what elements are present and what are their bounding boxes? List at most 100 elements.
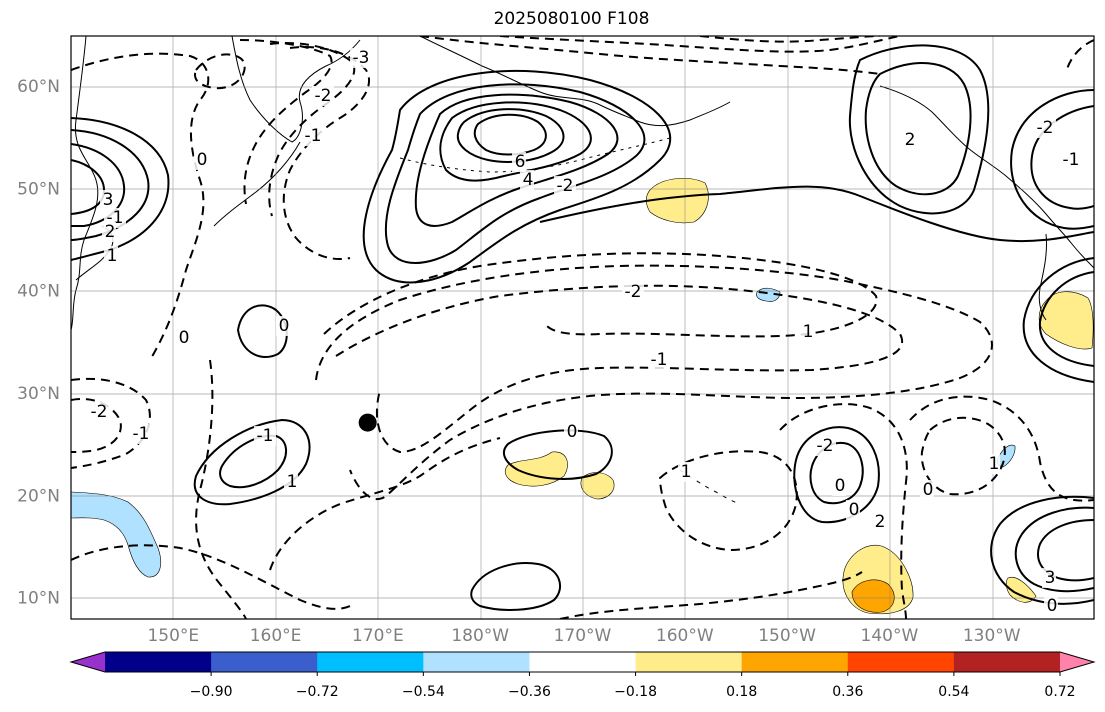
colorbar-extend-high <box>1060 652 1094 672</box>
latitude-label: 50°N <box>17 179 60 199</box>
contour-label-bg <box>872 512 886 532</box>
contour-line <box>456 108 565 163</box>
contour-label-bg <box>832 476 846 496</box>
contour-label: -2 <box>315 86 332 106</box>
colorbar-outline <box>69 651 1096 673</box>
contour-label: -1 <box>651 350 668 370</box>
contour-line <box>193 418 311 506</box>
contour-label-bg <box>100 190 114 210</box>
latitude-label: 30°N <box>17 384 60 404</box>
contour-line <box>1022 257 1094 383</box>
contour-label-bg <box>312 86 334 106</box>
contour-label: 0 <box>279 316 290 336</box>
contour-label: -2 <box>625 282 642 302</box>
contour-line <box>194 53 246 90</box>
colorbar-segment <box>529 652 637 672</box>
contour-label: -3 <box>353 48 370 68</box>
coastline-kamchatka <box>231 36 361 143</box>
contour-line <box>699 36 881 43</box>
contour-line <box>920 416 1006 496</box>
contour-line <box>384 83 646 264</box>
contour-label-bg <box>130 424 152 444</box>
contour-label-bg <box>276 316 290 336</box>
contour-line <box>559 571 863 619</box>
contour-label: 1 <box>287 472 298 492</box>
contour-label-bg <box>1060 150 1082 170</box>
colorbar-tick-label: −0.54 <box>402 684 445 700</box>
contour-label-bg <box>1042 568 1056 588</box>
contour-line <box>1038 271 1094 367</box>
contour-line <box>195 359 247 619</box>
contour-line <box>1030 105 1094 210</box>
contour-label: 2 <box>905 130 916 150</box>
colorbar-segment <box>741 652 849 672</box>
contour-label: 1 <box>107 246 118 266</box>
contour-label: 3 <box>103 190 114 210</box>
contour-label-bg <box>194 150 208 170</box>
contour-label: 0 <box>567 422 578 442</box>
coastline-asia <box>71 36 99 331</box>
longitude-label: 130°W <box>963 626 1021 646</box>
contour-line <box>335 284 903 454</box>
longitude-label: 160°E <box>250 626 302 646</box>
contour-label-bg <box>986 454 1000 474</box>
contour-line <box>71 544 351 610</box>
longitude-label: 170°E <box>352 626 404 646</box>
contour-line <box>1014 506 1094 593</box>
latitude-labels: 10°N 20°N 30°N 40°N 50°N 60°N <box>17 77 60 608</box>
contour-label: 0 <box>179 328 190 348</box>
contour-line <box>71 398 122 453</box>
latitude-label: 40°N <box>17 282 60 302</box>
colorbar-tick-label: 0.18 <box>726 684 757 700</box>
contour-line <box>539 185 1094 243</box>
colorbar-segment <box>105 652 212 672</box>
contour-label-bg <box>622 282 644 302</box>
contour-label-bg <box>814 436 836 456</box>
longitude-label: 140°W <box>861 626 919 646</box>
contour-line <box>864 62 972 196</box>
colorbar-tick-label: −0.90 <box>190 684 233 700</box>
contour-label: -1 <box>257 426 274 446</box>
colorbar-tick-label: −0.18 <box>614 684 657 700</box>
contour-line <box>470 562 562 611</box>
storm-center-marker <box>358 413 377 432</box>
contour-label-bg <box>254 426 276 446</box>
contour-line <box>1037 519 1094 582</box>
contour-line <box>315 264 993 500</box>
latitude-label: 20°N <box>17 486 60 506</box>
contour-label: -1 <box>305 126 322 146</box>
contour-label: 0 <box>849 500 860 520</box>
contour-line <box>473 113 547 156</box>
contour-label: 2 <box>875 512 886 532</box>
contour-line <box>71 377 151 469</box>
longitude-label: 160°W <box>656 626 714 646</box>
contour-line <box>658 450 798 552</box>
contour-line <box>414 93 619 227</box>
contour-label-bg <box>1034 118 1056 138</box>
contour-line <box>71 129 150 241</box>
longitude-label: 150°W <box>758 626 816 646</box>
shade-negative-region <box>71 491 161 578</box>
contour-line <box>779 403 908 619</box>
contour-label: 0 <box>197 150 208 170</box>
colorbar-segment <box>953 652 1061 672</box>
contour-label: -1 <box>1063 150 1080 170</box>
longitude-label: 170°W <box>554 626 612 646</box>
contour-line <box>323 252 878 338</box>
contour-label-bg <box>350 48 372 68</box>
contour-label: 6 <box>515 152 526 172</box>
positive-contours <box>71 44 1094 611</box>
longitude-label: 180°W <box>451 626 509 646</box>
contour-line <box>239 39 333 205</box>
map-title: 2025080100 F108 <box>493 9 650 29</box>
contour-label: 2 <box>105 222 116 242</box>
colorbar-tick-label: 0.54 <box>938 684 969 700</box>
contour-label: -2 <box>1037 118 1054 138</box>
colorbar-tick-label: 0.36 <box>832 684 863 700</box>
colorbar-tick-label: −0.72 <box>296 684 339 700</box>
contour-label-bg <box>648 350 670 370</box>
contour-label-bg <box>564 422 578 442</box>
contour-line <box>269 437 501 571</box>
